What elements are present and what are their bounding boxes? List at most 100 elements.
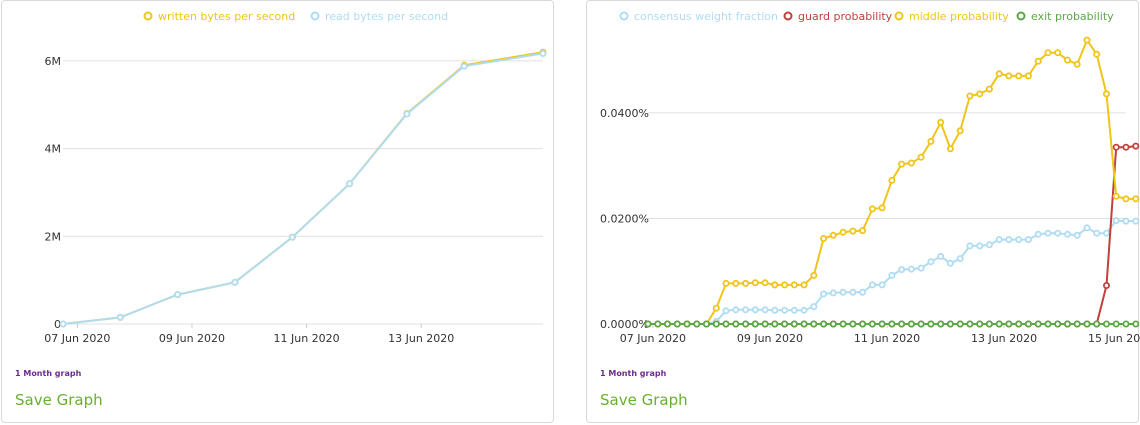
data-point — [1112, 320, 1120, 328]
data-point — [907, 159, 915, 167]
data-point — [810, 303, 818, 311]
data-point — [790, 281, 798, 289]
save-graph-button[interactable]: Save Graph — [600, 391, 688, 409]
bandwidth-chart: 0 2M 4M 6M 07 Jun 2020 09 Jun 2020 11 Jun 2020… — [44, 10, 547, 345]
data-point — [1122, 217, 1130, 225]
data-point — [722, 307, 730, 315]
data-point — [781, 320, 789, 328]
data-point — [849, 288, 857, 296]
legend-item-consensus-weight-fraction[interactable]: consensus weight fraction — [619, 10, 779, 23]
data-point — [761, 306, 769, 314]
data-point — [946, 320, 954, 328]
data-point — [868, 320, 876, 328]
data-point — [810, 271, 818, 279]
data-point — [732, 320, 740, 328]
legend-item-exit-probability[interactable]: exit probability — [1016, 10, 1115, 23]
data-point — [1024, 72, 1032, 80]
data-point — [673, 320, 681, 328]
data-point — [839, 288, 847, 296]
data-point — [683, 320, 691, 328]
series-line — [62, 52, 544, 325]
legend-label: consensus weight fraction — [634, 10, 778, 23]
data-point — [1044, 320, 1052, 328]
data-point — [644, 320, 652, 328]
data-point — [1083, 36, 1091, 44]
data-point — [976, 320, 984, 328]
data-point — [907, 265, 915, 273]
data-point — [732, 306, 740, 314]
legend-label: middle probability — [909, 10, 1009, 23]
y-tick-label: 6M — [45, 55, 62, 68]
data-point — [1112, 217, 1120, 225]
data-point — [1024, 236, 1032, 244]
data-point — [174, 291, 182, 299]
weights-chart: 0.0000% 0.0200% 0.0400% 07 Jun 2020 09 Jun 2… — [600, 10, 1140, 345]
data-point — [771, 306, 779, 314]
data-point — [1083, 320, 1091, 328]
data-point — [956, 127, 964, 135]
data-point — [1063, 230, 1071, 238]
data-point — [888, 320, 896, 328]
data-point — [800, 306, 808, 314]
data-point — [868, 205, 876, 213]
legend-item-guard-probability[interactable]: guard probability — [783, 10, 893, 23]
data-point — [346, 180, 354, 188]
legend-marker-icon — [143, 11, 153, 21]
data-point — [829, 231, 837, 239]
data-point — [742, 279, 750, 287]
series-written-bytes-per-second — [59, 48, 547, 328]
x-tick-label: 09 Jun 2020 — [159, 332, 225, 345]
data-point — [927, 320, 935, 328]
period-label: 1 Month graph — [15, 369, 82, 378]
data-point — [1132, 195, 1140, 203]
data-point — [460, 62, 468, 70]
data-point — [403, 110, 411, 118]
data-point — [1103, 281, 1111, 289]
data-point — [985, 320, 993, 328]
data-point — [751, 320, 759, 328]
y-tick-label: 0.0400% — [600, 107, 649, 120]
x-tick-label: 11 Jun 2020 — [273, 332, 339, 345]
legend-label: exit probability — [1031, 10, 1114, 23]
legend-item-middle-probability[interactable]: middle probability — [894, 10, 1010, 23]
data-point — [839, 228, 847, 236]
data-point — [231, 278, 239, 286]
data-point — [539, 50, 547, 58]
data-point — [1073, 231, 1081, 239]
legend-label: guard probability — [798, 10, 893, 23]
data-point — [985, 85, 993, 93]
data-point — [878, 204, 886, 212]
data-point — [927, 137, 935, 145]
data-point — [1054, 229, 1062, 237]
data-point — [829, 320, 837, 328]
data-point — [722, 320, 730, 328]
data-point — [917, 153, 925, 161]
data-point — [1015, 72, 1023, 80]
data-point — [1073, 320, 1081, 328]
data-point — [1073, 60, 1081, 68]
legend-item-read-bytes-per-second[interactable]: read bytes per second — [310, 10, 449, 23]
legend-item-written-bytes-per-second[interactable]: written bytes per second — [143, 10, 296, 23]
data-point — [722, 279, 730, 287]
save-graph-button[interactable]: Save Graph — [15, 391, 103, 409]
data-point — [1103, 320, 1111, 328]
x-tick-label: 15 Jun 2020 — [1088, 332, 1140, 345]
y-tick-label: 2M — [45, 230, 62, 243]
data-point — [859, 320, 867, 328]
data-point — [1093, 50, 1101, 58]
data-point — [839, 320, 847, 328]
data-point — [1103, 90, 1111, 98]
data-point — [849, 227, 857, 235]
data-point — [917, 264, 925, 272]
data-point — [1063, 320, 1071, 328]
data-point — [1005, 320, 1013, 328]
period-label: 1 Month graph — [600, 369, 667, 378]
data-point — [810, 320, 818, 328]
data-point — [937, 118, 945, 126]
data-point — [956, 255, 964, 263]
data-point — [1063, 56, 1071, 64]
data-point — [1015, 236, 1023, 244]
data-point — [654, 320, 662, 328]
bandwidth-graph-panel: 0 2M 4M 6M 07 Jun 2020 09 Jun 2020 11 Jun 2020… — [1, 0, 554, 423]
data-point — [976, 242, 984, 250]
